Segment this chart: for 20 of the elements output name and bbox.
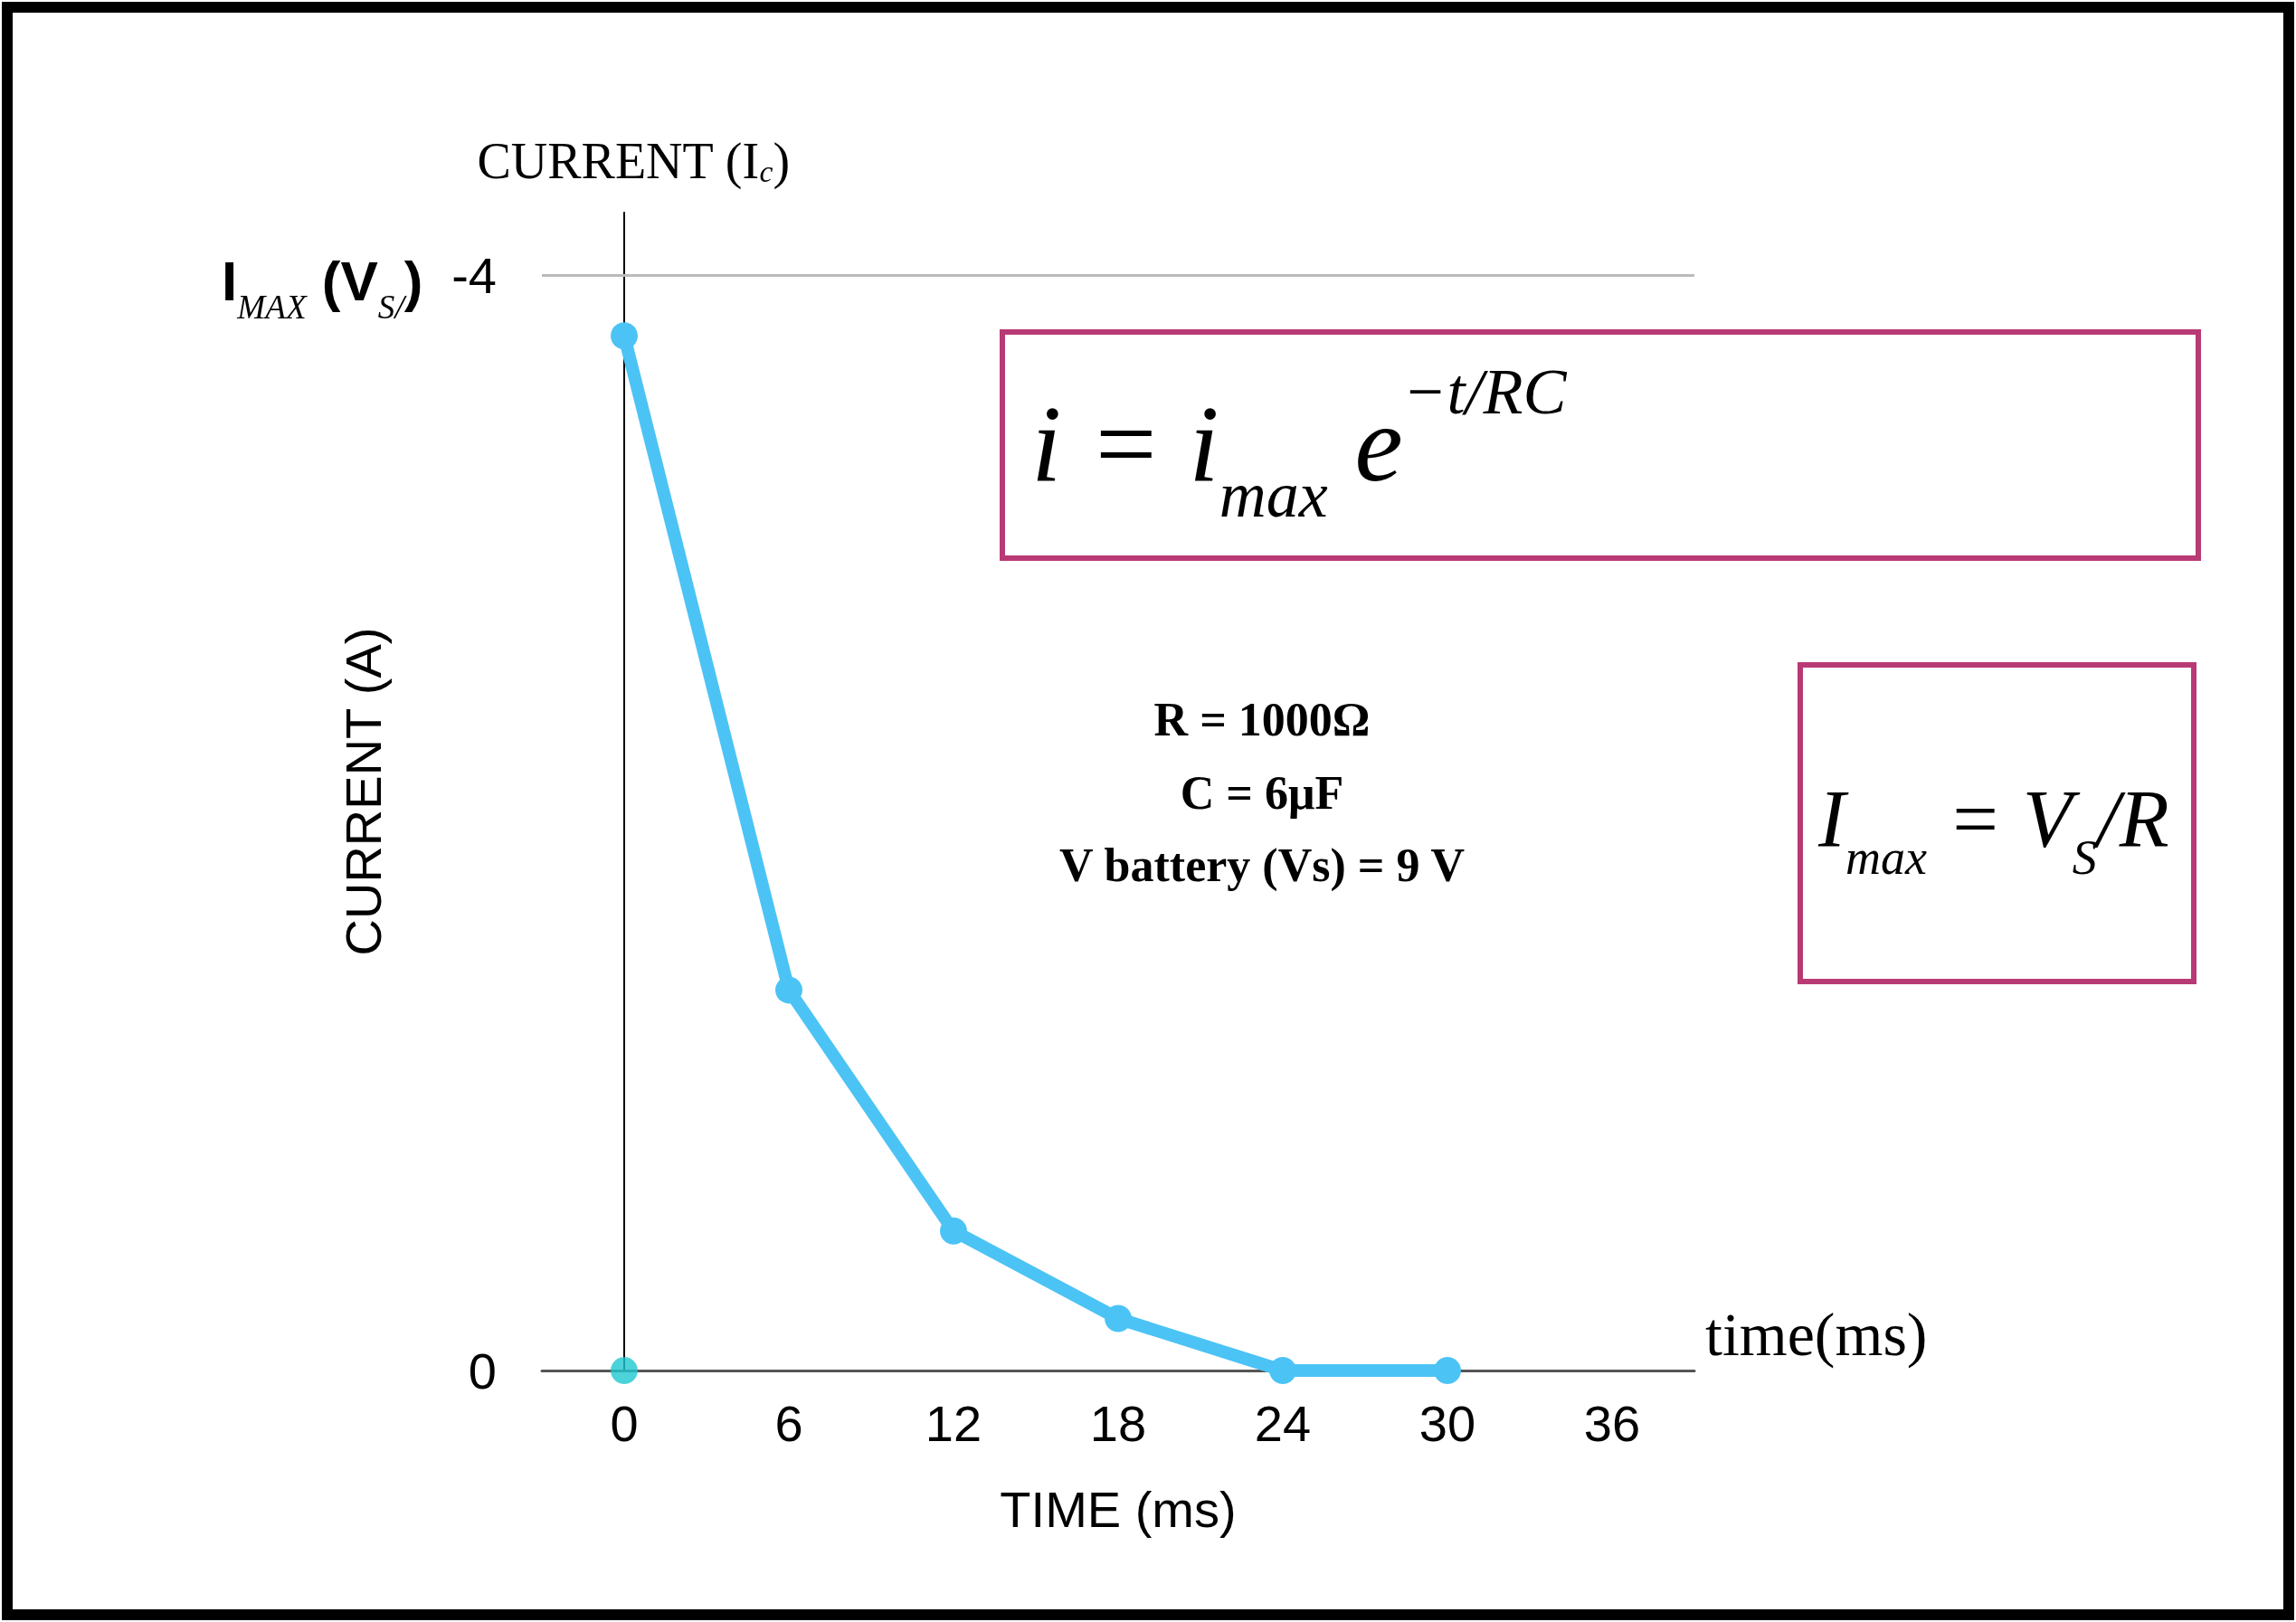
point — [940, 1217, 967, 1245]
y-tick-label: -4 — [451, 247, 497, 305]
point — [1434, 1357, 1461, 1384]
chart-title: CURRENT (Ic) — [477, 133, 791, 190]
x-tick-label: 24 — [1254, 1394, 1312, 1452]
point — [1269, 1357, 1296, 1384]
point — [775, 976, 802, 1004]
x-tick-label: 30 — [1418, 1394, 1476, 1452]
y-axis-title: CURRENT (A) — [334, 627, 392, 956]
x-tick-label: 36 — [1583, 1394, 1641, 1452]
point — [1105, 1304, 1132, 1333]
x-tick-label: 12 — [925, 1394, 982, 1452]
x-tick-label: 6 — [774, 1394, 803, 1452]
x-tick-label: 0 — [610, 1394, 639, 1452]
point — [611, 322, 638, 350]
point — [611, 1357, 638, 1384]
annotation: R = 1000Ω C = 6μF V battery (Vs) = 9 V — [1059, 693, 1465, 893]
text: time(ms) — [1705, 1300, 1928, 1369]
x-axis-title: TIME (ms) — [1000, 1480, 1237, 1538]
x-tick-label: 18 — [1089, 1394, 1147, 1452]
